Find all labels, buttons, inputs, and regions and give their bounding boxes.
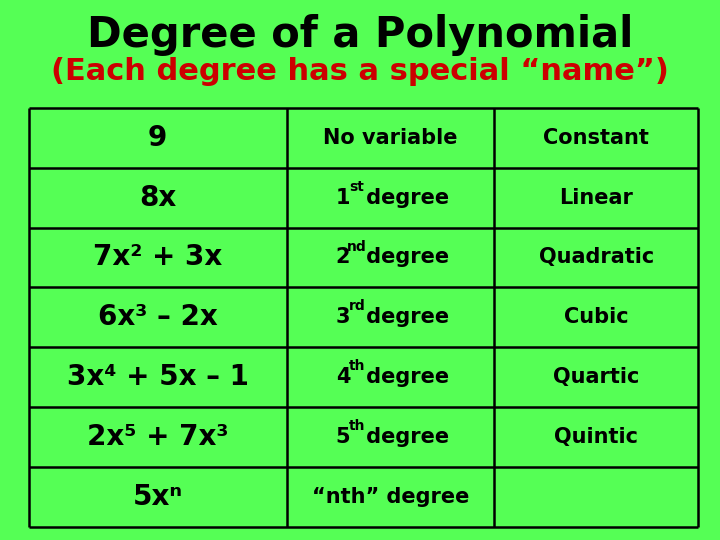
Text: th: th: [348, 359, 365, 373]
Text: 9: 9: [148, 124, 167, 152]
Text: 5xⁿ: 5xⁿ: [132, 483, 183, 511]
Text: (Each degree has a special “name”): (Each degree has a special “name”): [51, 57, 669, 86]
Text: degree: degree: [359, 247, 449, 267]
Text: 7x² + 3x: 7x² + 3x: [93, 244, 222, 272]
Text: Quartic: Quartic: [553, 367, 639, 387]
Text: 2: 2: [336, 247, 351, 267]
Text: Quintic: Quintic: [554, 427, 639, 447]
Text: rd: rd: [348, 300, 365, 314]
Text: Linear: Linear: [559, 188, 633, 208]
Text: 1: 1: [336, 188, 351, 208]
Text: th: th: [348, 419, 365, 433]
Text: degree: degree: [359, 427, 449, 447]
Text: 3x⁴ + 5x – 1: 3x⁴ + 5x – 1: [67, 363, 248, 391]
Text: degree: degree: [359, 367, 449, 387]
Text: degree: degree: [359, 188, 449, 208]
Text: No variable: No variable: [323, 128, 458, 148]
Text: degree: degree: [359, 307, 449, 327]
Text: 2x⁵ + 7x³: 2x⁵ + 7x³: [87, 423, 228, 451]
Text: Cubic: Cubic: [564, 307, 629, 327]
Text: nd: nd: [347, 240, 366, 254]
Text: 6x³ – 2x: 6x³ – 2x: [98, 303, 217, 331]
Text: 4: 4: [336, 367, 351, 387]
Text: st: st: [349, 180, 364, 194]
Text: “nth” degree: “nth” degree: [312, 487, 469, 507]
Text: 3: 3: [336, 307, 351, 327]
Text: Constant: Constant: [544, 128, 649, 148]
Text: 8x: 8x: [139, 184, 176, 212]
Text: Quadratic: Quadratic: [539, 247, 654, 267]
Text: 5: 5: [336, 427, 351, 447]
Bar: [29, 108, 698, 526]
Text: Degree of a Polynomial: Degree of a Polynomial: [87, 14, 633, 56]
